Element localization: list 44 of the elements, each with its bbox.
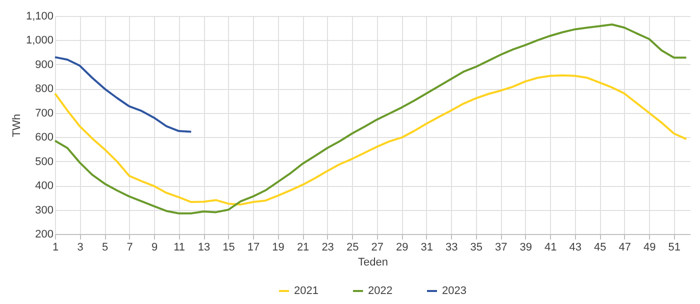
x-axis-title: Teden bbox=[358, 256, 388, 268]
x-tick-label: 27 bbox=[371, 242, 384, 254]
x-tick-label: 43 bbox=[569, 242, 582, 254]
y-tick-label: 1,100 bbox=[26, 10, 54, 22]
x-tick-label: 3 bbox=[77, 242, 84, 254]
x-tick-label: 45 bbox=[594, 242, 606, 254]
x-tick-label: 41 bbox=[544, 242, 557, 254]
x-tick-label: 23 bbox=[322, 242, 334, 254]
y-tick-label: 900 bbox=[35, 58, 54, 71]
y-tick-label: 600 bbox=[35, 132, 54, 144]
x-tick-label: 29 bbox=[396, 242, 408, 254]
x-tick-label: 33 bbox=[445, 242, 458, 254]
x-tick-label: 25 bbox=[346, 242, 359, 254]
x-tick-label: 17 bbox=[247, 242, 260, 254]
y-tick-label: 200 bbox=[35, 228, 54, 240]
line-series bbox=[54, 23, 688, 214]
x-tick-label: 21 bbox=[296, 242, 310, 254]
x-tick-label: 15 bbox=[222, 242, 235, 254]
legend-label: 2023 bbox=[442, 285, 466, 297]
x-tick-label: 49 bbox=[644, 242, 656, 254]
x-tick-label: 35 bbox=[470, 242, 482, 254]
y-tick-label: 1,000 bbox=[26, 34, 54, 47]
x-tick-label: 31 bbox=[420, 242, 433, 254]
y-tick-label: 500 bbox=[35, 156, 54, 168]
x-tick-label: 39 bbox=[520, 242, 532, 254]
x-tick-label: 1 bbox=[52, 242, 59, 254]
y-axis-title: TWh bbox=[10, 114, 23, 138]
y-tick-label: 800 bbox=[35, 83, 54, 96]
x-tick-label: 51 bbox=[668, 242, 681, 254]
x-tick-label: 7 bbox=[126, 242, 133, 254]
legend-label: 2021 bbox=[294, 285, 318, 297]
x-tick-label: 5 bbox=[102, 242, 108, 254]
x-tick-label: 9 bbox=[151, 242, 158, 254]
x-tick-label: 19 bbox=[272, 242, 284, 254]
x-tick-label: 37 bbox=[494, 242, 508, 254]
y-tick-label: 400 bbox=[35, 180, 54, 192]
x-tick-label: 11 bbox=[174, 242, 185, 254]
x-tick-label: 47 bbox=[618, 242, 632, 254]
line-series bbox=[54, 74, 688, 206]
legend-label: 2022 bbox=[368, 285, 392, 297]
y-tick-label: 300 bbox=[35, 204, 54, 216]
y-tick-label: 700 bbox=[35, 107, 54, 120]
x-tick-label: 13 bbox=[198, 242, 210, 254]
line-series bbox=[54, 56, 192, 133]
